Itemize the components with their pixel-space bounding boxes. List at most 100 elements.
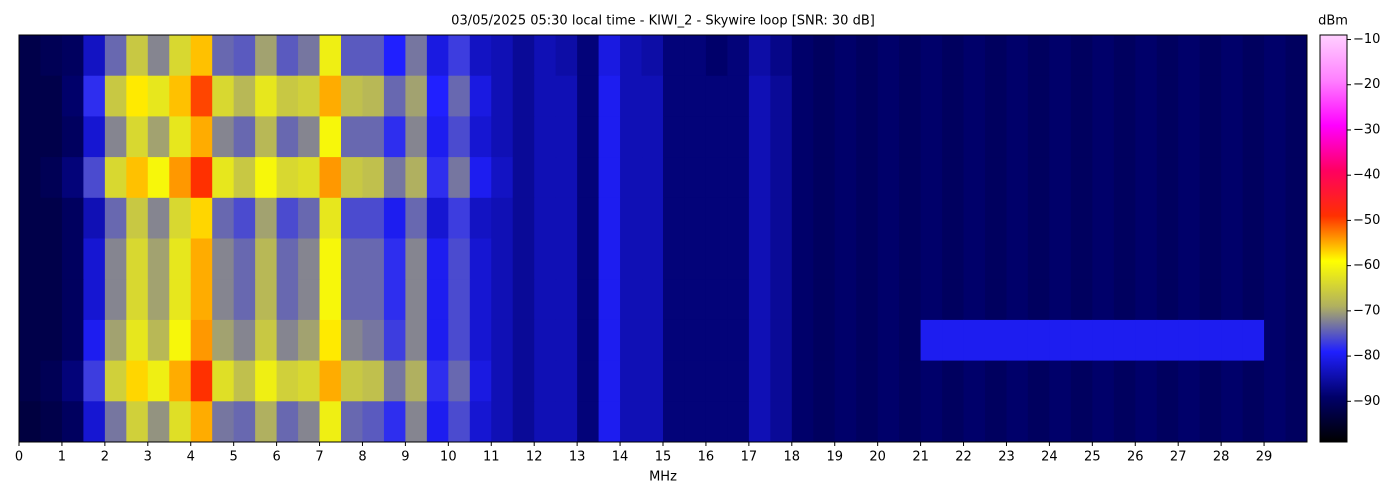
heatmap-cell bbox=[341, 35, 363, 77]
heatmap-cell bbox=[899, 197, 922, 239]
heatmap-cell bbox=[61, 116, 84, 158]
heatmap-cell bbox=[190, 197, 213, 239]
heatmap-cell bbox=[190, 401, 213, 443]
heatmap-cell bbox=[341, 238, 363, 280]
heatmap-cell bbox=[40, 279, 63, 321]
heatmap-cell bbox=[705, 157, 728, 199]
heatmap-cell bbox=[426, 279, 449, 321]
heatmap-cell bbox=[899, 116, 922, 158]
heatmap-cell bbox=[19, 35, 41, 77]
heatmap-cell bbox=[448, 75, 471, 117]
heatmap-cell bbox=[877, 360, 900, 402]
heatmap-cell bbox=[1242, 75, 1265, 117]
heatmap-cell bbox=[448, 197, 471, 239]
heatmap-cell bbox=[770, 238, 793, 280]
heatmap-cell bbox=[1070, 197, 1093, 239]
heatmap-cell bbox=[555, 401, 578, 443]
heatmap-cell bbox=[469, 116, 492, 158]
heatmap-cell bbox=[534, 75, 557, 117]
heatmap-cell bbox=[341, 319, 363, 362]
x-tick-label: 26 bbox=[1127, 450, 1144, 465]
colorbar-tick-label: −30 bbox=[1353, 122, 1380, 137]
heatmap-cell bbox=[1264, 116, 1287, 158]
heatmap-cell bbox=[1092, 75, 1115, 117]
heatmap-cell bbox=[1135, 401, 1158, 443]
heatmap-cell bbox=[1178, 116, 1201, 158]
heatmap-cell bbox=[663, 238, 685, 280]
heatmap-cell bbox=[727, 157, 750, 199]
heatmap-cell bbox=[856, 75, 879, 117]
heatmap-cell bbox=[362, 75, 385, 117]
heatmap-cell bbox=[1199, 197, 1222, 239]
heatmap-cell bbox=[469, 35, 492, 77]
heatmap-cell bbox=[298, 157, 321, 199]
heatmap-cell bbox=[1027, 197, 1050, 239]
heatmap-cell bbox=[1156, 238, 1179, 280]
heatmap-cell bbox=[405, 279, 428, 321]
heatmap-cell bbox=[1221, 238, 1244, 280]
heatmap-cell bbox=[1178, 401, 1201, 443]
heatmap-cell bbox=[1027, 360, 1050, 402]
heatmap-cell bbox=[920, 75, 943, 117]
heatmap-cell bbox=[298, 360, 321, 402]
heatmap-cell bbox=[405, 401, 428, 443]
heatmap-cell bbox=[555, 238, 578, 280]
heatmap-cell bbox=[169, 75, 192, 117]
heatmap-cell bbox=[212, 157, 235, 199]
heatmap-cell bbox=[899, 360, 922, 402]
heatmap-cell bbox=[705, 401, 728, 443]
heatmap-cell bbox=[1242, 279, 1265, 321]
heatmap-cell bbox=[83, 75, 106, 117]
heatmap-cell bbox=[298, 279, 321, 321]
heatmap-cell bbox=[942, 116, 965, 158]
heatmap-cell bbox=[19, 197, 41, 239]
heatmap-cell bbox=[1156, 35, 1179, 77]
x-tick-label: 9 bbox=[401, 450, 409, 465]
heatmap-cell bbox=[104, 319, 127, 362]
x-tick-label: 17 bbox=[741, 450, 758, 465]
heatmap-cell bbox=[276, 35, 299, 77]
heatmap-cell bbox=[126, 279, 149, 321]
heatmap-cell bbox=[319, 279, 342, 321]
heatmap-cell bbox=[684, 319, 707, 362]
heatmap-cell bbox=[899, 157, 922, 199]
heatmap-cell bbox=[1178, 279, 1201, 321]
heatmap-cell bbox=[169, 35, 192, 77]
heatmap-cell bbox=[383, 75, 406, 117]
heatmap-cell bbox=[405, 75, 428, 117]
heatmap-cell bbox=[942, 35, 965, 77]
heatmap-cell bbox=[61, 197, 84, 239]
heatmap-cell bbox=[126, 75, 149, 117]
heatmap-cell bbox=[1070, 238, 1093, 280]
heatmap-cell bbox=[362, 35, 385, 77]
heatmap-cell bbox=[641, 116, 664, 158]
heatmap-cell bbox=[963, 116, 986, 158]
heatmap-cell bbox=[748, 401, 771, 443]
heatmap-cell bbox=[1221, 157, 1244, 199]
heatmap-cell bbox=[899, 35, 922, 77]
heatmap-cell bbox=[233, 238, 256, 280]
heatmap-cell bbox=[1049, 116, 1072, 158]
heatmap-cell bbox=[534, 197, 557, 239]
heatmap-cell bbox=[620, 157, 643, 199]
heatmap-cell bbox=[985, 319, 1007, 362]
heatmap-cell bbox=[963, 238, 986, 280]
heatmap-cell bbox=[491, 157, 514, 199]
heatmap-cell bbox=[899, 279, 922, 321]
heatmap-cell bbox=[448, 279, 471, 321]
heatmap-cell bbox=[298, 401, 321, 443]
heatmap-cell bbox=[834, 238, 857, 280]
heatmap-cell bbox=[620, 116, 643, 158]
heatmap-cell bbox=[641, 197, 664, 239]
x-tick-label: 28 bbox=[1213, 450, 1230, 465]
heatmap-cell bbox=[1049, 360, 1072, 402]
heatmap-cell bbox=[1006, 238, 1029, 280]
x-tick-label: 6 bbox=[272, 450, 280, 465]
heatmap-cell bbox=[1264, 279, 1287, 321]
heatmap-cell bbox=[663, 75, 685, 117]
heatmap-cell bbox=[147, 360, 170, 402]
heatmap-cell bbox=[791, 360, 814, 402]
heatmap-cell bbox=[684, 75, 707, 117]
heatmap-cell bbox=[963, 75, 986, 117]
